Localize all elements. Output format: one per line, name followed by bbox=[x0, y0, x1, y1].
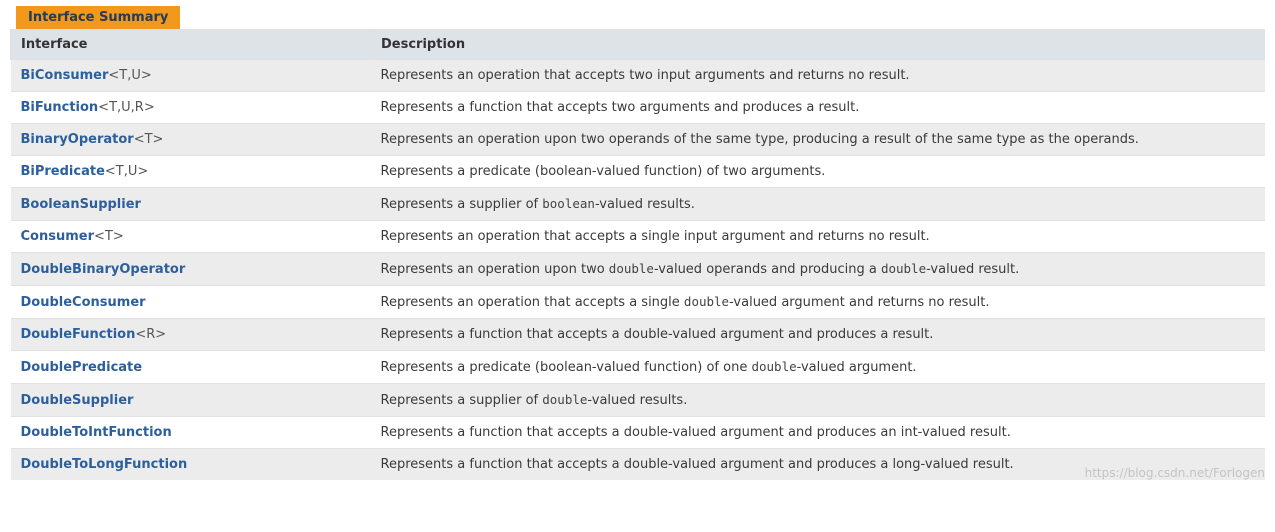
interface-cell: BiPredicate<T,U> bbox=[11, 156, 371, 188]
table-row: DoubleConsumer Represents an operation th… bbox=[11, 286, 1265, 319]
type-parameters: <T,U> bbox=[105, 164, 148, 179]
col-header-interface: Interface bbox=[11, 30, 371, 60]
interface-link[interactable]: DoubleToLongFunction bbox=[21, 457, 188, 472]
interface-cell: DoubleToLongFunction bbox=[11, 449, 371, 481]
type-parameters: <T,U> bbox=[108, 68, 151, 83]
description-cell: Represents a supplier of double-valued r… bbox=[371, 384, 1265, 417]
table-row: DoubleBinaryOperator Represents an operat… bbox=[11, 253, 1265, 286]
table-header-row: Interface Description bbox=[11, 30, 1265, 60]
interface-cell: DoubleToIntFunction bbox=[11, 417, 371, 449]
table-row: BiPredicate<T,U>Represents a predicate (… bbox=[11, 156, 1265, 188]
description-cell: Represents an operation upon two double-… bbox=[371, 253, 1265, 286]
description-cell: Represents an operation that accepts a s… bbox=[371, 286, 1265, 319]
table-row: BiConsumer<T,U>Represents an operation t… bbox=[11, 60, 1265, 92]
description-cell: Represents a function that accepts a dou… bbox=[371, 417, 1265, 449]
interface-cell: BinaryOperator<T> bbox=[11, 124, 371, 156]
interface-link[interactable]: BiPredicate bbox=[21, 164, 105, 179]
table-row: BooleanSupplier Represents a supplier of … bbox=[11, 188, 1265, 221]
interface-link[interactable]: DoubleSupplier bbox=[21, 393, 134, 408]
interface-cell: BiConsumer<T,U> bbox=[11, 60, 371, 92]
type-parameters: <T,U,R> bbox=[98, 100, 155, 115]
description-cell: Represents a supplier of boolean-valued … bbox=[371, 188, 1265, 221]
interface-link[interactable]: BiFunction bbox=[21, 100, 99, 115]
description-cell: Represents a function that accepts a dou… bbox=[371, 319, 1265, 351]
col-header-description: Description bbox=[371, 30, 1265, 60]
interface-link[interactable]: BinaryOperator bbox=[21, 132, 134, 147]
interface-cell: DoubleConsumer bbox=[11, 286, 371, 319]
interface-link[interactable]: DoubleBinaryOperator bbox=[21, 262, 186, 277]
interface-cell: BiFunction<T,U,R> bbox=[11, 92, 371, 124]
interface-link[interactable]: DoublePredicate bbox=[21, 360, 143, 375]
description-cell: Represents an operation upon two operand… bbox=[371, 124, 1265, 156]
interface-link[interactable]: Consumer bbox=[21, 229, 95, 244]
table-row: DoubleToLongFunction Represents a functio… bbox=[11, 449, 1265, 481]
table-row: DoubleFunction<R>Represents a function t… bbox=[11, 319, 1265, 351]
interface-summary-table: Interface Description BiConsumer<T,U>Rep… bbox=[10, 29, 1265, 480]
table-row: Consumer<T>Represents an operation that … bbox=[11, 221, 1265, 253]
interface-cell: DoubleSupplier bbox=[11, 384, 371, 417]
interface-cell: DoubleFunction<R> bbox=[11, 319, 371, 351]
interface-link[interactable]: BiConsumer bbox=[21, 68, 109, 83]
interface-cell: BooleanSupplier bbox=[11, 188, 371, 221]
interface-cell: DoublePredicate bbox=[11, 351, 371, 384]
description-cell: Represents an operation that accepts a s… bbox=[371, 221, 1265, 253]
type-parameters: <T> bbox=[134, 132, 164, 147]
description-cell: Represents a function that accepts a dou… bbox=[371, 449, 1265, 481]
description-cell: Represents an operation that accepts two… bbox=[371, 60, 1265, 92]
interface-link[interactable]: DoubleFunction bbox=[21, 327, 136, 342]
interface-link[interactable]: BooleanSupplier bbox=[21, 197, 141, 212]
description-cell: Represents a function that accepts two a… bbox=[371, 92, 1265, 124]
table-row: BinaryOperator<T>Represents an operation… bbox=[11, 124, 1265, 156]
description-cell: Represents a predicate (boolean-valued f… bbox=[371, 351, 1265, 384]
interface-cell: DoubleBinaryOperator bbox=[11, 253, 371, 286]
table-row: DoubleSupplier Represents a supplier of d… bbox=[11, 384, 1265, 417]
interface-link[interactable]: DoubleConsumer bbox=[21, 295, 146, 310]
interface-cell: Consumer<T> bbox=[11, 221, 371, 253]
type-parameters: <T> bbox=[94, 229, 124, 244]
type-parameters: <R> bbox=[135, 327, 166, 342]
description-cell: Represents a predicate (boolean-valued f… bbox=[371, 156, 1265, 188]
interface-link[interactable]: DoubleToIntFunction bbox=[21, 425, 172, 440]
table-row: DoubleToIntFunction Represents a function… bbox=[11, 417, 1265, 449]
table-row: BiFunction<T,U,R>Represents a function t… bbox=[11, 92, 1265, 124]
table-row: DoublePredicate Represents a predicate (b… bbox=[11, 351, 1265, 384]
section-caption: Interface Summary bbox=[16, 6, 180, 29]
